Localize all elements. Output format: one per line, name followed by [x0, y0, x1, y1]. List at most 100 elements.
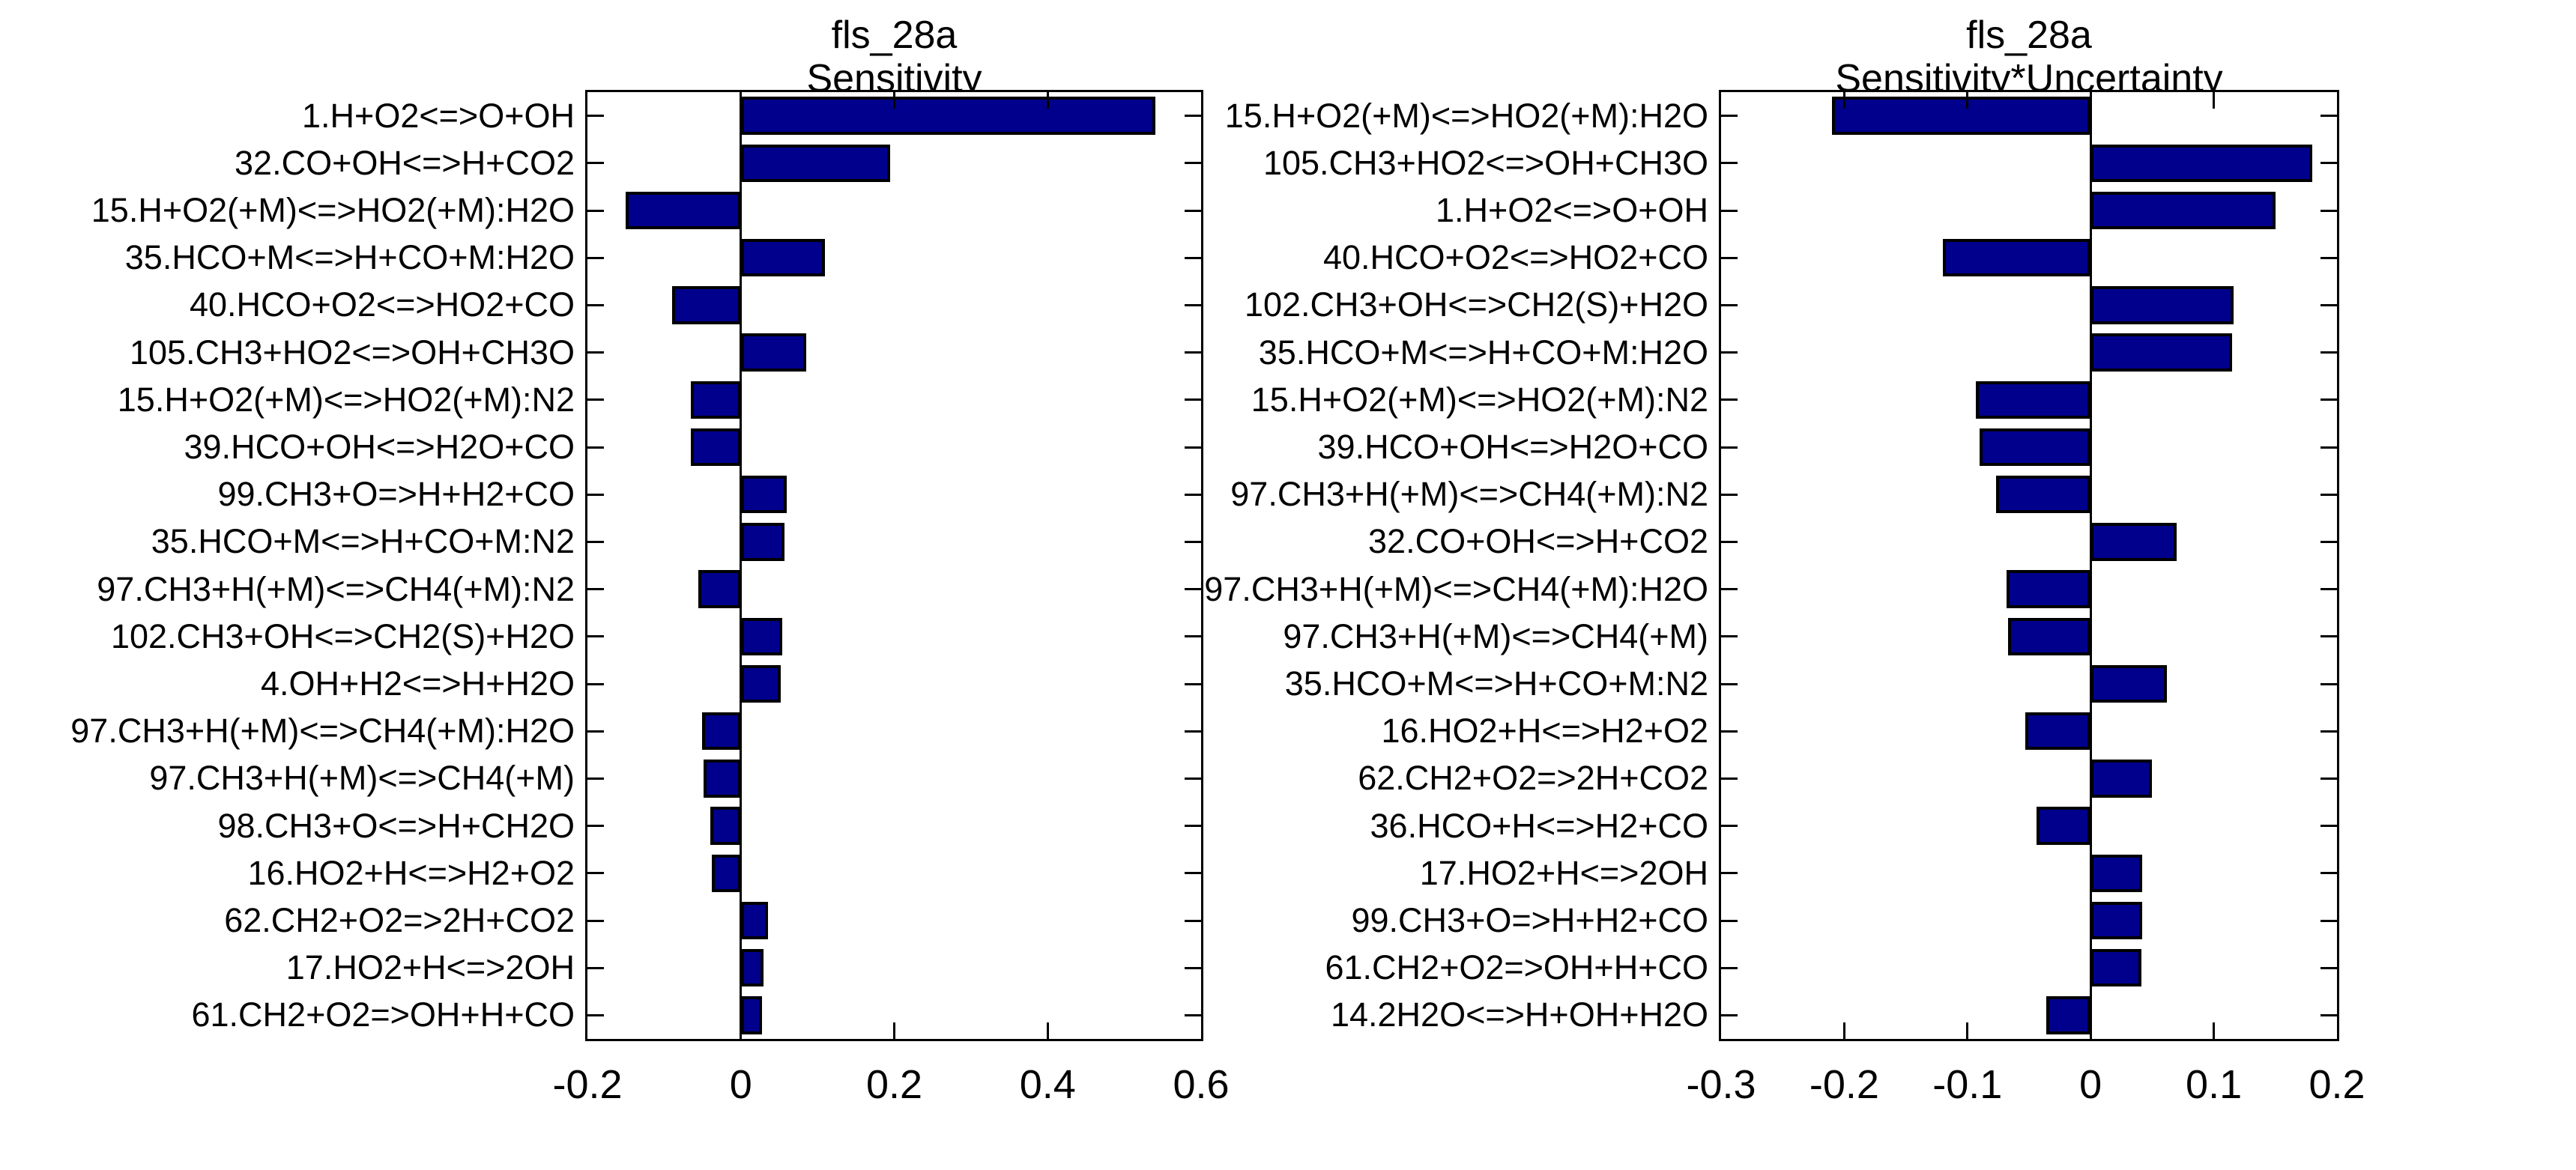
y-tick-mark [587, 635, 604, 638]
chart-title: fls_28a [831, 13, 958, 57]
y-tick-mark [587, 256, 604, 259]
x-tick-mark [1966, 1022, 1969, 1039]
bar [691, 381, 741, 419]
y-tick-mark [2320, 303, 2337, 306]
bar [2025, 712, 2091, 751]
y-tick-mark [1721, 540, 1738, 543]
bar [626, 191, 741, 230]
plot-area [1719, 90, 2339, 1041]
y-tick-mark [1721, 730, 1738, 733]
y-tick-mark [587, 209, 604, 212]
zero-baseline [2089, 92, 2092, 1039]
x-tick-mark [2213, 92, 2216, 109]
y-tick-mark [587, 115, 604, 118]
y-tick-mark [587, 493, 604, 496]
bar [2008, 617, 2091, 656]
bar [703, 760, 741, 798]
y-axis-label: 102.CH3+OH<=>CH2(S)+H2O [110, 616, 575, 655]
y-tick-mark [1721, 398, 1738, 401]
y-axis-label: 102.CH3+OH<=>CH2(S)+H2O [1244, 285, 1708, 324]
y-axis-label: 105.CH3+HO2<=>OH+CH3O [1263, 143, 1708, 182]
y-axis-label: 35.HCO+M<=>H+CO+M:N2 [1284, 664, 1708, 703]
y-axis-label: 97.CH3+H(+M)<=>CH4(+M) [149, 759, 575, 798]
y-tick-mark [2320, 540, 2337, 543]
y-axis-label: 14.2H2O<=>H+OH+H2O [1330, 995, 1708, 1034]
y-tick-mark [2320, 493, 2337, 496]
y-tick-mark [2320, 635, 2337, 638]
bar [740, 475, 787, 514]
y-tick-mark [587, 682, 604, 685]
y-tick-mark [2320, 351, 2337, 354]
y-tick-mark [587, 777, 604, 780]
zero-baseline [740, 92, 743, 1039]
bar [1831, 97, 2091, 135]
y-tick-mark [1721, 115, 1738, 118]
y-tick-mark [2320, 398, 2337, 401]
y-axis-label: 35.HCO+M<=>H+CO+M:N2 [151, 522, 575, 561]
bar [1976, 381, 2091, 419]
y-tick-mark [2320, 682, 2337, 685]
y-axis-label: 15.H+O2(+M)<=>HO2(+M):H2O [91, 191, 575, 229]
y-axis-label: 17.HO2+H<=>2OH [285, 948, 575, 987]
bar [1995, 475, 2091, 514]
y-axis-label: 99.CH3+O=>H+H2+CO [217, 475, 575, 514]
y-tick-mark [1185, 872, 1201, 875]
y-axis-label: 61.CH2+O2=>OH+H+CO [191, 995, 575, 1034]
bar [740, 97, 1155, 135]
y-axis-label: 105.CH3+HO2<=>OH+CH3O [129, 333, 575, 372]
bar [740, 617, 783, 656]
bar [2090, 191, 2276, 230]
x-tick-mark [1046, 92, 1049, 109]
x-axis-tick-label: -0.2 [1809, 1062, 1879, 1107]
y-tick-mark [1185, 588, 1201, 591]
bar [1980, 428, 2091, 467]
bar [740, 144, 891, 183]
y-axis-label: 40.HCO+O2<=>HO2+CO [1322, 238, 1708, 277]
bar [740, 664, 781, 703]
y-axis-label: 62.CH2+O2=>2H+CO2 [1358, 759, 1708, 798]
y-axis-label: 98.CH3+O<=>H+CH2O [217, 806, 575, 845]
y-axis-label: 97.CH3+H(+M)<=>CH4(+M):H2O [1204, 569, 1708, 608]
y-axis-labels: 1.H+O2<=>O+OH 32.CO+OH<=>H+CO2 15.H+O2(+M)… [0, 92, 575, 1039]
y-axis-label: 97.CH3+H(+M)<=>CH4(+M):H2O [70, 712, 575, 751]
y-tick-mark [2320, 872, 2337, 875]
bar [740, 333, 806, 372]
y-tick-mark [1185, 209, 1201, 212]
y-tick-mark [1721, 351, 1738, 354]
y-axis-label: 4.OH+H2<=>H+H2O [261, 664, 575, 703]
y-tick-mark [1721, 303, 1738, 306]
bar [740, 523, 785, 561]
bar [740, 901, 768, 940]
y-tick-mark [1185, 966, 1201, 969]
y-axis-label: 1.H+O2<=>O+OH [302, 96, 575, 135]
chart-title: fls_28a [1966, 13, 2092, 57]
x-tick-mark [2089, 92, 2092, 109]
y-tick-mark [2320, 256, 2337, 259]
x-axis-labels: -0.3 -0.2 -0.1 0 0.1 0.2 [1686, 1062, 2365, 1115]
y-tick-mark [587, 162, 604, 165]
bar [2007, 570, 2091, 608]
y-tick-mark [1721, 256, 1738, 259]
y-axis-label: 15.H+O2(+M)<=>HO2(+M):N2 [117, 380, 575, 419]
y-tick-mark [1185, 398, 1201, 401]
bar [1942, 238, 2091, 277]
bar [2090, 333, 2233, 372]
y-tick-mark [2320, 919, 2337, 922]
y-tick-mark [1721, 493, 1738, 496]
y-tick-mark [1185, 919, 1201, 922]
plot-inner [587, 92, 1201, 1039]
y-axis-label: 32.CO+OH<=>H+CO2 [1368, 522, 1708, 561]
x-tick-mark [2089, 1022, 2092, 1039]
y-tick-mark [2320, 209, 2337, 212]
y-tick-mark [1185, 446, 1201, 449]
y-tick-mark [1185, 682, 1201, 685]
y-tick-mark [2320, 966, 2337, 969]
y-tick-mark [587, 825, 604, 828]
y-tick-mark [587, 446, 604, 449]
bar [2090, 664, 2168, 703]
y-tick-mark [1721, 919, 1738, 922]
y-tick-mark [2320, 588, 2337, 591]
x-axis-tick-label: 0 [729, 1062, 752, 1107]
y-tick-mark [587, 303, 604, 306]
